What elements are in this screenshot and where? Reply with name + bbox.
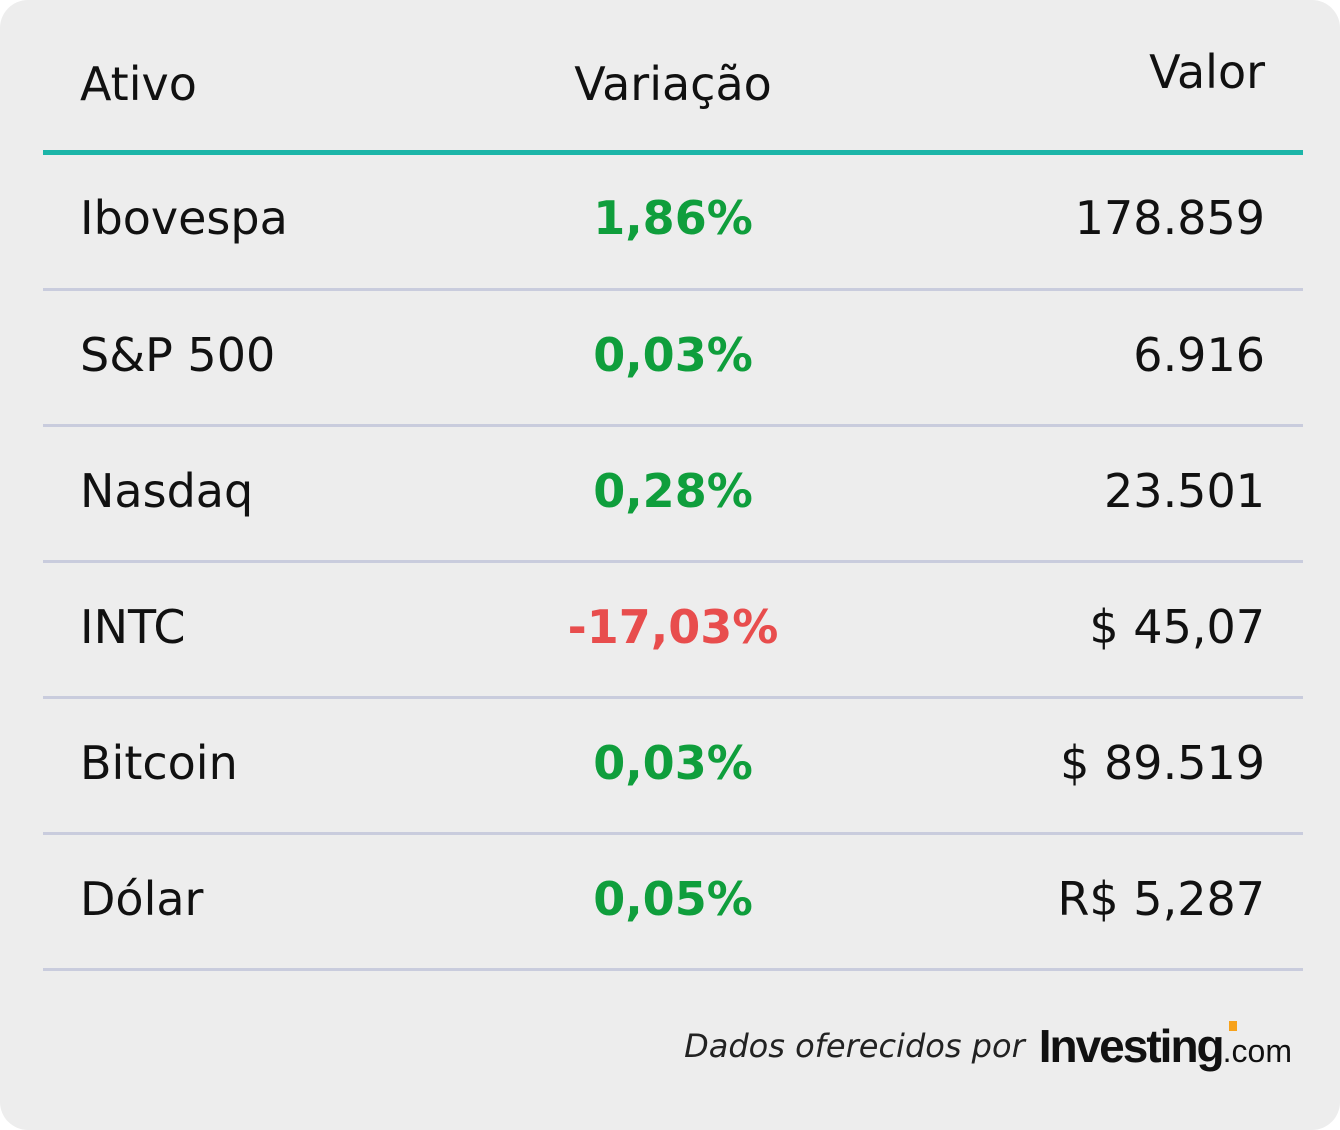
asset-change: 1,86% (593, 191, 753, 245)
asset-value: $ 89.519 (1060, 736, 1265, 790)
table-row: Dólar 0,05% R$ 5,287 (43, 835, 1303, 971)
asset-value: 178.859 (1074, 191, 1265, 245)
table-row: INTC -17,03% $ 45,07 (43, 563, 1303, 699)
header-value: Valor (1149, 45, 1265, 99)
table-body: Ibovespa 1,86% 178.859 S&P 500 0,03% 6.9… (43, 155, 1303, 971)
asset-change: 0,05% (593, 872, 753, 926)
asset-change: -17,03% (567, 600, 779, 654)
header-divider (43, 150, 1303, 155)
asset-value: R$ 5,287 (1057, 872, 1265, 926)
table-row: Bitcoin 0,03% $ 89.519 (43, 699, 1303, 835)
table-header: Ativo Variação Valor (43, 44, 1303, 124)
table-row: Ibovespa 1,86% 178.859 (43, 155, 1303, 291)
asset-name: Dólar (80, 872, 204, 926)
asset-name: Bitcoin (80, 736, 238, 790)
asset-name: Nasdaq (80, 464, 254, 518)
attribution-text: Dados oferecidos por (684, 1027, 1025, 1065)
logo-accent-mark (1228, 1021, 1237, 1031)
logo-wordmark: Investing (1038, 1020, 1225, 1072)
header-asset: Ativo (80, 57, 197, 111)
logo-suffix: .com (1222, 1033, 1292, 1069)
table-row: S&P 500 0,03% 6.916 (43, 291, 1303, 427)
asset-value: $ 45,07 (1089, 600, 1265, 654)
investing-logo[interactable]: Investing .com (1039, 1019, 1292, 1073)
asset-change: 0,03% (593, 736, 753, 790)
asset-name: Ibovespa (80, 191, 288, 245)
asset-name: INTC (80, 600, 186, 654)
asset-value: 6.916 (1133, 328, 1265, 382)
asset-change: 0,03% (593, 328, 753, 382)
asset-value: 23.501 (1104, 464, 1265, 518)
data-attribution: Dados oferecidos por Investing .com (684, 1016, 1292, 1076)
asset-change: 0,28% (593, 464, 753, 518)
asset-name: S&P 500 (80, 328, 276, 382)
header-change: Variação (574, 57, 772, 111)
table-row: Nasdaq 0,28% 23.501 (43, 427, 1303, 563)
